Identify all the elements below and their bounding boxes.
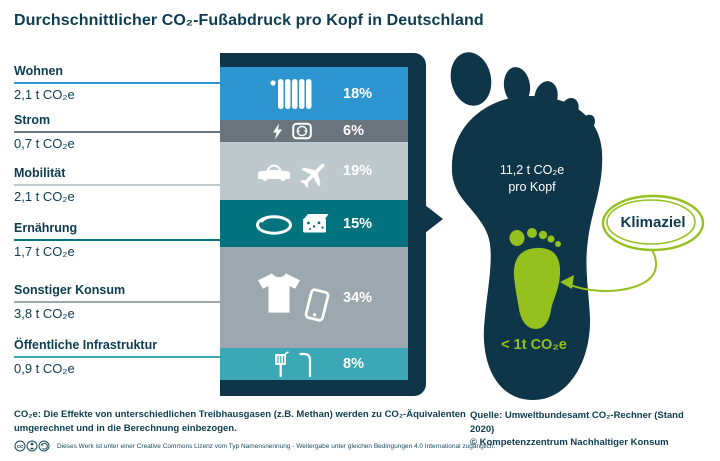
category-row-wohnen: Wohnen 2,1 t CO₂e (14, 64, 220, 102)
percent-label: 19% (343, 163, 373, 179)
klimaziel-arrowhead-icon (560, 275, 574, 289)
category-value: 2,1 t CO₂e (14, 189, 75, 204)
bar-segment-oeffentliche-infrastruktur: 8% (220, 348, 408, 380)
trash-bin-icon (274, 351, 289, 377)
lightning-icon (272, 123, 282, 139)
smartphone-icon (304, 287, 329, 322)
license-text: Dieses Werk ist unter einer Creative Com… (57, 442, 496, 450)
category-line (14, 184, 220, 186)
percent-label: 15% (343, 215, 373, 232)
street-lamp-icon (298, 352, 311, 377)
cheese-icon (303, 214, 329, 233)
category-value: 0,9 t CO₂e (14, 361, 75, 376)
category-label: Strom (14, 113, 51, 127)
foot-total-line2: pro Kopf (508, 180, 556, 194)
radiator-icon (270, 78, 312, 109)
category-label: Mobilität (14, 166, 66, 180)
category-value: 2,1 t CO₂e (14, 87, 75, 102)
bread-icon (256, 214, 292, 235)
bar-segment-strom: 6% (220, 120, 408, 142)
tshirt-icon (257, 272, 300, 313)
footnote: CO₂e: Die Effekte von unterschiedlichen … (14, 409, 466, 434)
category-line (14, 356, 220, 358)
category-line (14, 131, 220, 133)
category-label: Öffentliche Infrastruktur (14, 338, 158, 352)
source: Quelle: Umweltbundesamt CO₂-Rechner (Sta… (470, 409, 710, 450)
bar-arrow-icon (425, 205, 443, 233)
category-value: 3,8 t CO₂e (14, 306, 75, 321)
foot-target-value: < 1t CO₂e (501, 337, 567, 353)
category-label: Wohnen (14, 64, 64, 78)
category-label: Sonstiger Konsum (14, 283, 126, 297)
bar-segment-mobilitaet: 19% (220, 142, 408, 200)
page-title: Durchschnittlicher CO₂-Fußabdruck pro Ko… (14, 12, 484, 29)
source-line-1: Quelle: Umweltbundesamt CO₂-Rechner (Sta… (470, 410, 684, 435)
foot-total-line1: 11,2 t CO₂e (499, 163, 565, 177)
percent-label: 8% (343, 356, 364, 372)
airplane-icon (300, 163, 325, 188)
category-row-mobilitaet: Mobilität 2,1 t CO₂e (14, 166, 220, 204)
percent-label: 6% (343, 123, 364, 139)
bar-segment-ernaehrung: 15% (220, 200, 408, 247)
green-footprint-icon (509, 228, 561, 329)
klimaziel-arrow-line (567, 245, 658, 292)
power-socket-icon (291, 122, 312, 140)
svg-text:cc: cc (17, 444, 23, 450)
stacked-bar: 18% 6% (220, 67, 408, 380)
category-label: Ernährung (14, 221, 78, 235)
category-line (14, 82, 220, 84)
bar-segment-wohnen: 18% (220, 67, 408, 120)
category-row-strom: Strom 0,7 t CO₂e (14, 113, 220, 151)
percent-label: 34% (343, 289, 373, 306)
klimaziel-bubble (560, 194, 705, 292)
category-row-sonstiger-konsum: Sonstiger Konsum 3,8 t CO₂e (14, 283, 220, 321)
source-line-2: © Kompetenzzentrum Nachhaltiger Konsum (470, 437, 669, 448)
category-value: 0,7 t CO₂e (14, 136, 75, 151)
category-line (14, 239, 220, 241)
category-value: 1,7 t CO₂e (14, 244, 75, 259)
klimaziel-label: Klimaziel (620, 214, 686, 231)
car-icon (258, 164, 290, 181)
category-line (14, 301, 220, 303)
bar-segment-sonstiger-konsum: 34% (220, 247, 408, 348)
category-row-ernaehrung: Ernährung 1,7 t CO₂e (14, 221, 220, 259)
foot-total-value: 11,2 t CO₂e pro Kopf (462, 162, 602, 196)
license-row: cc Dieses Werk ist unter einer Creative … (14, 440, 495, 452)
creative-commons-icons: cc (14, 440, 50, 452)
percent-label: 18% (343, 85, 373, 102)
stacked-bar-frame: 18% 6% (220, 53, 426, 396)
category-row-oeffentliche-infrastruktur: Öffentliche Infrastruktur 0,9 t CO₂e (14, 338, 220, 376)
